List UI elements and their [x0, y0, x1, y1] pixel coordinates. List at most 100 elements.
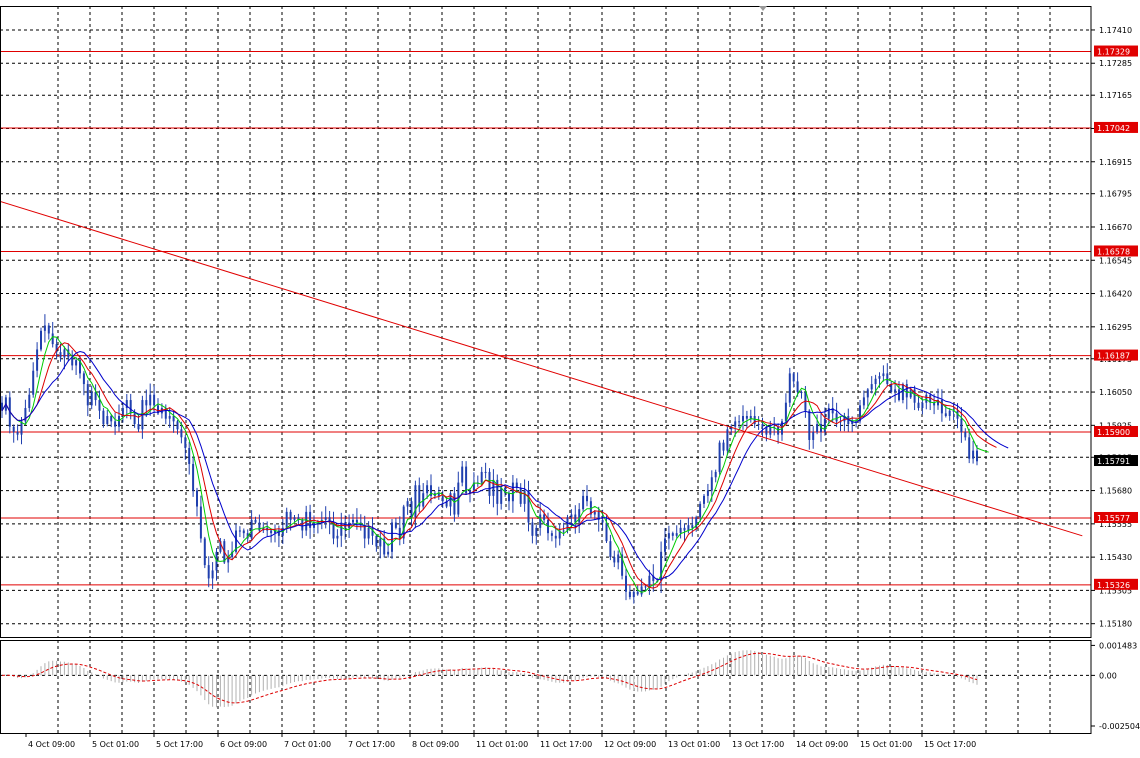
candle-body: [492, 479, 495, 496]
candle-body: [121, 408, 124, 417]
candle-body: [402, 506, 405, 539]
candle-body: [238, 530, 241, 532]
candle-body: [110, 416, 113, 422]
candle-body: [227, 557, 230, 563]
price-tick-label: 1.17165: [1099, 91, 1132, 100]
price-tick-label: 1.16420: [1099, 290, 1132, 299]
candle-body: [484, 471, 487, 473]
level-price-label-box: [1094, 45, 1138, 57]
candle-body: [870, 384, 873, 390]
price-tick-label: 1.15680: [1099, 487, 1132, 496]
candle-body: [925, 394, 928, 403]
candle-body: [808, 410, 811, 440]
shift-marker-icon: [759, 6, 767, 11]
osc-tick-label: 0.00: [1099, 671, 1117, 680]
main-grid: [0, 6, 1091, 637]
time-tick-label: 4 Oct 09:00: [28, 740, 75, 749]
candle-body: [859, 405, 861, 422]
candle-body: [609, 541, 612, 558]
candle-body: [196, 490, 198, 507]
candle-body: [800, 392, 803, 394]
level-price-label-box: [1094, 349, 1138, 361]
time-tick-label: 7 Oct 01:00: [284, 740, 331, 749]
candle-body: [51, 333, 54, 345]
candle-body: [909, 389, 912, 398]
candle-body: [683, 527, 686, 531]
candle-body: [695, 517, 698, 528]
candle-body: [917, 402, 920, 409]
candle-body: [777, 426, 780, 435]
candle-body: [441, 495, 444, 502]
candle-body: [47, 325, 50, 334]
candle-body: [36, 349, 39, 371]
candle-body: [866, 389, 869, 398]
level-price-label: 1.16578: [1097, 247, 1130, 256]
candle-body: [726, 429, 729, 451]
candle-body: [816, 424, 819, 432]
candle-body: [242, 530, 245, 534]
candle-body: [937, 400, 939, 406]
time-tick-label: 15 Oct 01:00: [860, 740, 912, 749]
candle-body: [851, 421, 854, 425]
candle-body: [274, 530, 276, 534]
candle-body: [71, 357, 74, 366]
candle-body: [465, 466, 468, 494]
candle-body: [332, 522, 335, 539]
candle-body: [480, 471, 483, 483]
candle-body: [180, 429, 183, 438]
candle-body: [387, 551, 390, 555]
candle-body: [469, 490, 471, 494]
candle-body: [862, 397, 865, 406]
candle-body: [285, 511, 288, 528]
candle-body: [398, 527, 401, 539]
time-tick-label: 5 Oct 17:00: [156, 740, 203, 749]
candle-body: [933, 402, 936, 406]
trendline-line: [0, 200, 1083, 537]
candle-body: [703, 495, 705, 504]
candle-body: [878, 376, 881, 379]
candle-body: [976, 450, 978, 462]
candle-body: [24, 408, 27, 422]
candle-body: [414, 485, 417, 518]
candle-body: [621, 554, 624, 576]
candle-body: [176, 421, 179, 430]
candle-body: [890, 384, 893, 393]
candle-body: [586, 495, 588, 502]
time-tick-label: 6 Oct 09:00: [220, 740, 267, 749]
candle-body: [944, 413, 947, 417]
candle-body: [371, 527, 374, 536]
ma-slow-ext: [976, 424, 1009, 449]
candle-body: [437, 493, 440, 496]
candle-body: [305, 511, 308, 531]
candle-body: [246, 533, 249, 539]
candle-body: [363, 525, 366, 539]
candle-body: [550, 533, 553, 536]
candle-body: [593, 511, 596, 515]
candle-body: [188, 447, 191, 464]
candle-body: [153, 394, 156, 406]
candle-body: [324, 517, 327, 520]
candle-body: [718, 442, 721, 472]
price-tick-label: 1.17285: [1099, 59, 1132, 68]
candle-body: [375, 535, 378, 547]
candle-body: [515, 482, 518, 488]
current-price-label: 1.15791: [1097, 457, 1130, 466]
ma-medium-ext: [976, 434, 997, 448]
candle-body: [531, 522, 534, 536]
candle-body: [277, 530, 280, 536]
candle-body: [948, 410, 951, 417]
candle-body: [309, 511, 312, 528]
price-tick-label: 1.16795: [1099, 190, 1132, 199]
candle-body: [211, 570, 214, 579]
level-price-label-box: [1094, 511, 1138, 523]
price-tick-label: 1.15305: [1099, 586, 1132, 595]
time-tick-label: 8 Oct 09:00: [412, 740, 459, 749]
candle-body: [40, 330, 42, 350]
candle-body: [500, 487, 503, 504]
candle-body: [79, 360, 81, 374]
level-price-label: 1.15326: [1097, 581, 1130, 590]
candle-body: [675, 533, 678, 536]
candle-body: [250, 519, 253, 539]
